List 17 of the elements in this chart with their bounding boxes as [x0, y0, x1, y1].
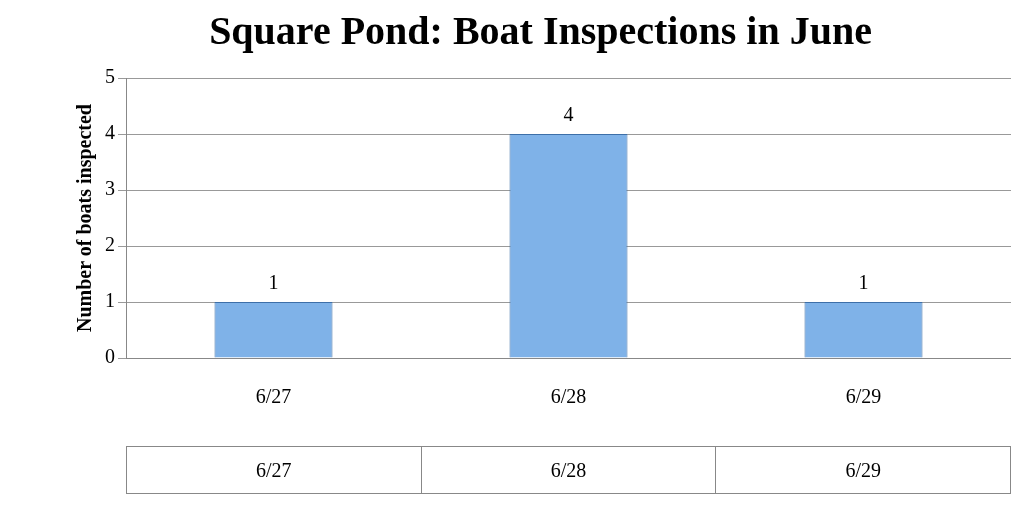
y-tick-label: 4 [105, 121, 115, 144]
x-tick-label: 6/27 [255, 385, 292, 408]
category-label: 6/27 [256, 458, 292, 481]
category-label: 6/28 [550, 458, 587, 481]
y-tick-label: 0 [105, 345, 115, 368]
y-tick-label: 2 [105, 233, 115, 256]
y-tick-label: 1 [105, 289, 115, 312]
y-axis-title: Number of boats inspected [73, 104, 97, 332]
data-label: 1 [858, 271, 869, 294]
y-tick-label: 3 [105, 177, 115, 200]
y-tick-label: 5 [105, 65, 115, 88]
x-tick-label: 6/29 [845, 385, 882, 408]
category-label: 6/29 [845, 458, 881, 481]
chart-title: Square Pond: Boat Inspections in June [209, 8, 872, 54]
data-label: 4 [563, 103, 574, 126]
x-tick-label: 6/28 [550, 385, 587, 408]
data-label: 1 [268, 271, 279, 294]
